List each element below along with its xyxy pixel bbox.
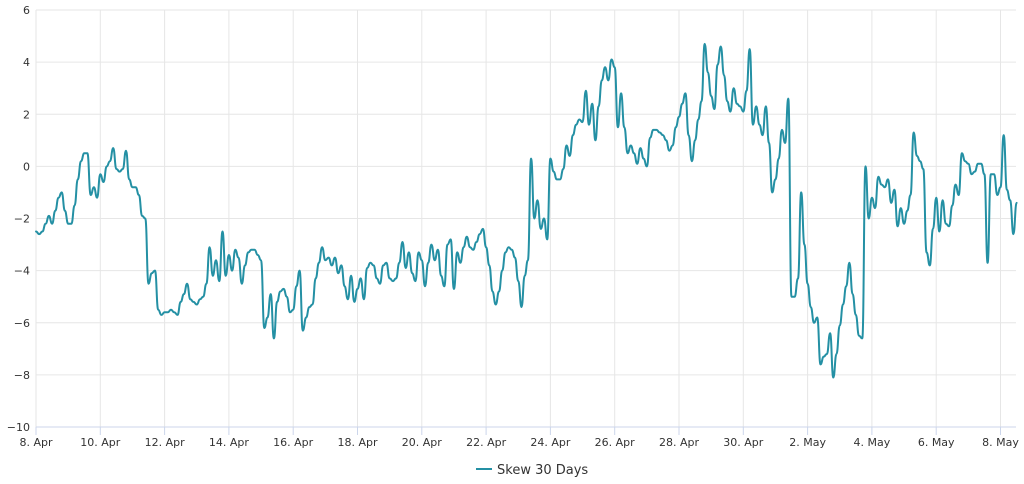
y-tick-label: −8 — [14, 369, 30, 382]
y-tick-label: −10 — [7, 421, 30, 434]
y-axis-labels: 6 4 2 0 −2 −4 −6 −8 −10 — [7, 4, 30, 434]
x-tick-label: 2. May — [789, 436, 826, 449]
x-tick-label: 30. Apr — [723, 436, 763, 449]
x-axis-ticks — [35, 427, 1001, 435]
y-tick-label: −6 — [14, 317, 30, 330]
x-tick-label: 8. Apr — [19, 436, 52, 449]
x-tick-label: 6. May — [918, 436, 955, 449]
x-axis-labels: 8. Apr 10. Apr 12. Apr 14. Apr 16. Apr 18. Ap… — [19, 436, 1019, 449]
legend[interactable]: Skew 30 Days — [476, 463, 588, 478]
legend-label[interactable]: Skew 30 Days — [497, 463, 588, 478]
x-tick-label: 28. Apr — [659, 436, 699, 449]
y-tick-label: −2 — [14, 213, 30, 226]
x-tick-label: 12. Apr — [145, 436, 185, 449]
x-tick-label: 4. May — [854, 436, 891, 449]
x-tick-label: 14. Apr — [209, 436, 249, 449]
series-line-skew-30-days[interactable] — [35, 42, 1018, 379]
y-tick-label: 6 — [23, 4, 30, 17]
x-tick-label: 26. Apr — [595, 436, 635, 449]
x-tick-label: 20. Apr — [402, 436, 442, 449]
horizontal-gridlines — [36, 9, 1016, 376]
y-tick-label: 2 — [23, 108, 30, 121]
x-tick-label: 24. Apr — [530, 436, 570, 449]
x-tick-label: 16. Apr — [273, 436, 313, 449]
y-tick-label: −4 — [14, 265, 30, 278]
vertical-gridlines — [35, 10, 1001, 427]
x-tick-label: 10. Apr — [80, 436, 120, 449]
y-tick-label: 4 — [23, 56, 30, 69]
x-tick-label: 22. Apr — [466, 436, 506, 449]
x-tick-label: 8. May — [982, 436, 1019, 449]
y-tick-label: 0 — [23, 160, 30, 173]
x-tick-label: 18. Apr — [337, 436, 377, 449]
